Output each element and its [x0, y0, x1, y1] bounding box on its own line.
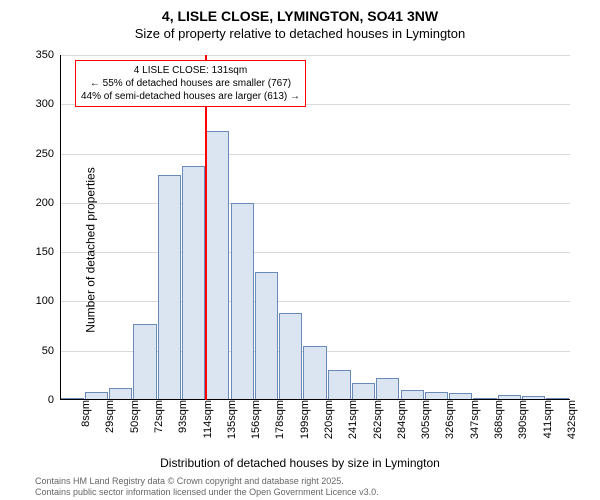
x-tick-label: 114sqm [198, 400, 214, 438]
histogram-bar [255, 272, 278, 400]
y-tick-label: 300 [36, 98, 60, 110]
histogram-bar [182, 166, 205, 400]
x-tick-label: 411sqm [538, 400, 554, 438]
histogram-bar [158, 175, 181, 400]
x-tick-label: 29sqm [100, 400, 116, 433]
annotation-line: ← 55% of detached houses are smaller (76… [81, 77, 300, 90]
x-axis-label: Distribution of detached houses by size … [0, 456, 600, 470]
histogram-bar [352, 383, 375, 400]
chart-container: 4, LISLE CLOSE, LYMINGTON, SO41 3NW Size… [0, 0, 600, 500]
y-axis-line [60, 55, 61, 400]
x-tick-label: 390sqm [513, 400, 529, 439]
y-tick-label: 200 [36, 197, 60, 209]
chart-subtitle: Size of property relative to detached ho… [0, 24, 600, 41]
x-tick-label: 262sqm [368, 400, 384, 439]
y-tick-label: 350 [36, 49, 60, 61]
histogram-bar [303, 346, 326, 400]
x-tick-label: 72sqm [149, 400, 165, 433]
x-tick-label: 432sqm [562, 400, 578, 439]
x-tick-label: 199sqm [295, 400, 311, 439]
y-tick-label: 150 [36, 246, 60, 258]
y-tick-label: 100 [36, 295, 60, 307]
x-tick-label: 93sqm [173, 400, 189, 433]
x-tick-label: 368sqm [489, 400, 505, 439]
annotation-box: 4 LISLE CLOSE: 131sqm ← 55% of detached … [75, 60, 306, 107]
footer-line2: Contains public sector information licen… [35, 487, 379, 497]
x-tick-label: 178sqm [270, 400, 286, 439]
x-tick-label: 220sqm [319, 400, 335, 439]
x-tick-label: 284sqm [392, 400, 408, 439]
footer-line1: Contains HM Land Registry data © Crown c… [35, 476, 344, 486]
x-tick-label: 8sqm [76, 400, 92, 427]
x-tick-label: 347sqm [465, 400, 481, 439]
histogram-bar [231, 203, 254, 400]
y-tick-label: 50 [42, 345, 60, 357]
annotation-line: 4 LISLE CLOSE: 131sqm [81, 64, 300, 77]
histogram-bar [328, 370, 351, 400]
x-tick-label: 50sqm [125, 400, 141, 433]
histogram-bar [133, 324, 156, 400]
chart-title: 4, LISLE CLOSE, LYMINGTON, SO41 3NW [0, 0, 600, 24]
y-tick-label: 0 [48, 394, 60, 406]
x-tick-label: 326sqm [440, 400, 456, 439]
plot-area: 4 LISLE CLOSE: 131sqm ← 55% of detached … [60, 55, 570, 400]
histogram-bar [206, 131, 229, 400]
x-tick-label: 241sqm [343, 400, 359, 439]
x-tick-label: 156sqm [246, 400, 262, 439]
annotation-line: 44% of semi-detached houses are larger (… [81, 90, 300, 103]
x-tick-label: 305sqm [416, 400, 432, 439]
x-tick-label: 135sqm [222, 400, 238, 439]
y-tick-label: 250 [36, 148, 60, 160]
histogram-bar [279, 313, 302, 400]
histogram-bar [376, 378, 399, 400]
